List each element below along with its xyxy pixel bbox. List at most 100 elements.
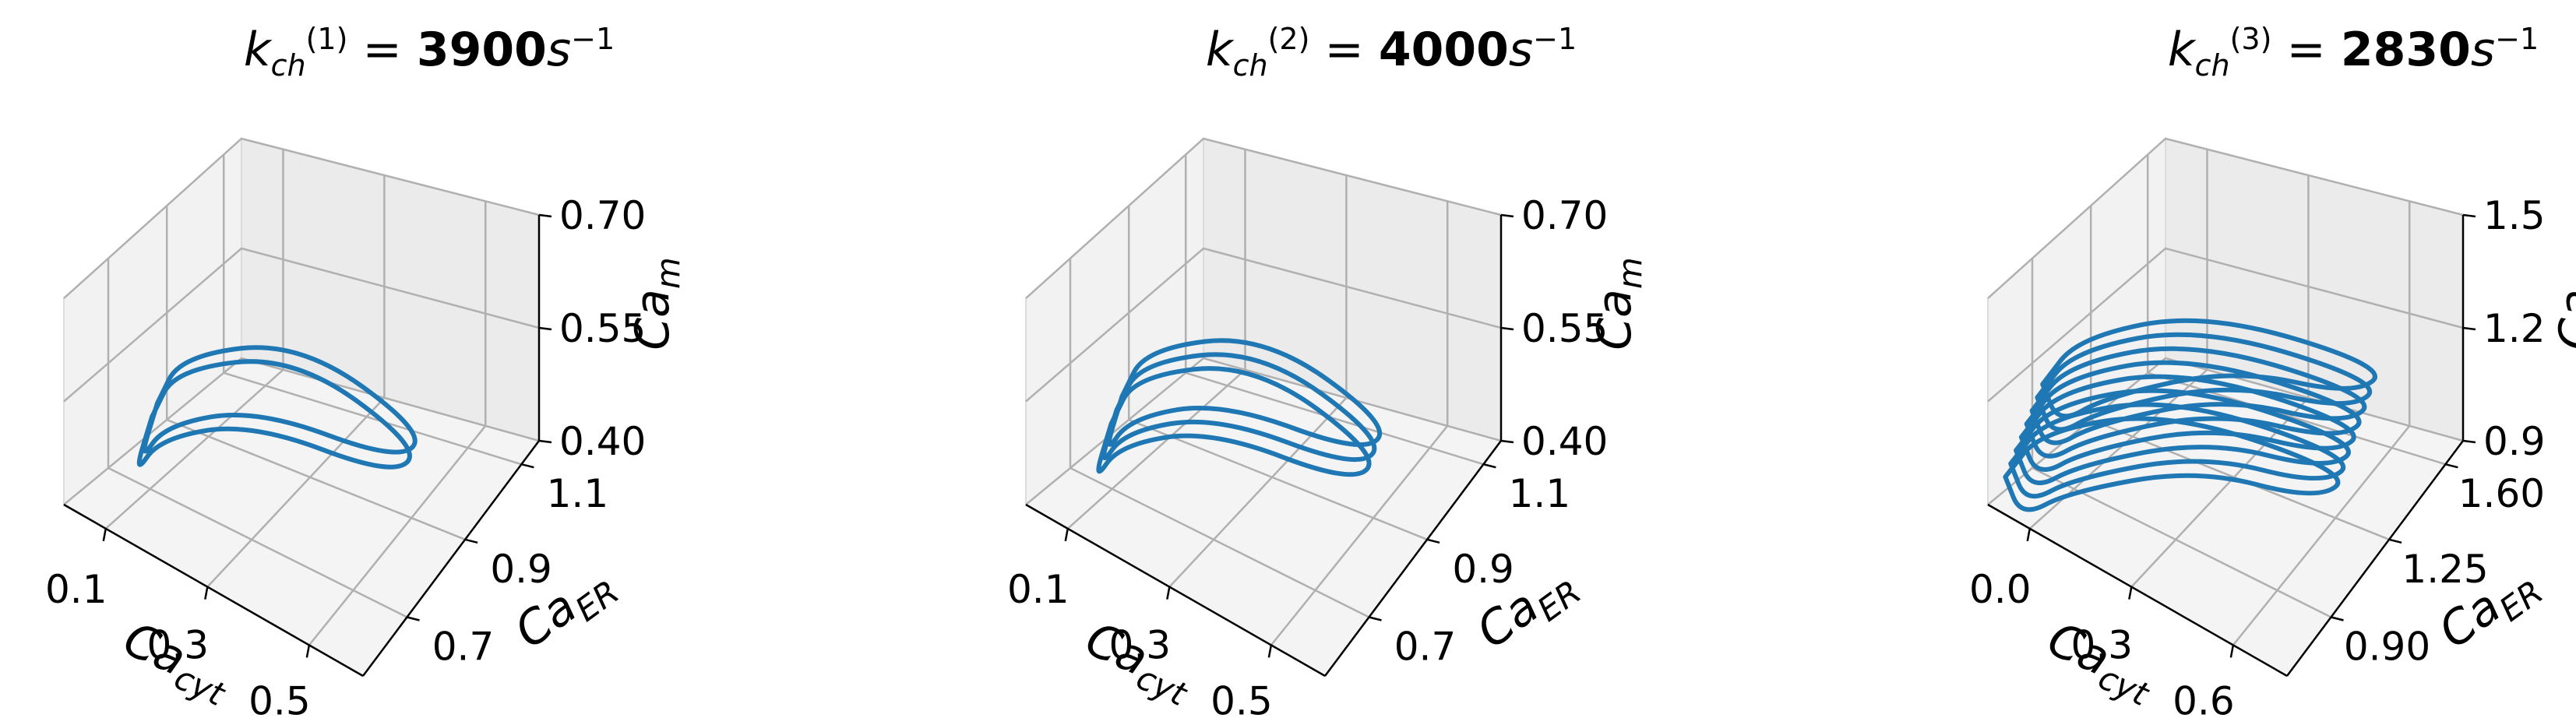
- title-value: 2830: [2340, 23, 2471, 77]
- title-unit-exponent: −1: [571, 22, 615, 56]
- title-symbol: k: [243, 23, 271, 77]
- gridline-z: [63, 357, 540, 505]
- z-tick-label: 1.2: [2483, 306, 2546, 351]
- y-tick-label: 1.60: [2458, 471, 2545, 516]
- x-tick: [102, 528, 107, 542]
- gridline-z: [1025, 357, 1502, 505]
- y-tick-label: 0.90: [2344, 625, 2430, 670]
- y-tick: [2445, 463, 2458, 469]
- z-tick: [2462, 326, 2476, 331]
- x-tick-label: 0.5: [1210, 678, 1273, 723]
- title-unit: s: [546, 23, 572, 77]
- x-axis-line: [1987, 503, 2288, 677]
- trajectory-line: [2035, 332, 2373, 432]
- subplot-title: kch(2) = 4000s−1: [962, 22, 1820, 83]
- axes-3d: 0.00.30.60.901.251.600.91.21.5CacytCaERC…: [1969, 136, 2576, 723]
- title-superscript: (1): [305, 22, 348, 56]
- title-unit: s: [1508, 23, 1534, 77]
- subplot-3: kch(3) = 2830s−1 0.0 0.3 0.6 0.90 1.25 1.60 0.…: [1924, 0, 2576, 725]
- x-tick-label: 0.6: [2173, 678, 2235, 723]
- x-tick-label: 0.3: [1109, 623, 1172, 668]
- title-unit-exponent: −1: [2495, 22, 2539, 56]
- subplot-title: kch(3) = 2830s−1: [1924, 22, 2576, 83]
- y-tick-label: 1.25: [2402, 547, 2488, 592]
- x-tick: [2128, 586, 2133, 600]
- z-tick-label: 0.55: [559, 306, 646, 351]
- y-tick: [407, 616, 420, 621]
- z-tick-label: 1.5: [2483, 193, 2546, 238]
- y-tick: [1483, 463, 1496, 469]
- trajectory-line: [2018, 374, 2356, 472]
- title-subscript: ch: [270, 48, 306, 83]
- subplot-2: kch(2) = 4000s−1 0.1 0.3 0.5 0.7 0.9 1.1 0.40 0…: [962, 0, 1820, 725]
- title-value: 3900: [416, 23, 547, 77]
- x-tick-label: 0.3: [147, 623, 210, 668]
- z-tick-label: 0.40: [1521, 419, 1608, 464]
- title-subscript: ch: [2194, 48, 2230, 83]
- y-axis-line: [361, 440, 541, 677]
- title-unit-exponent: −1: [1533, 22, 1577, 56]
- subplot-1: kch(1) = 3900s−1 0.1 0.3 0.5 0.7 0.9 1.1 0.40 0…: [0, 0, 858, 725]
- trajectory-line: [2040, 318, 2377, 419]
- x-tick-label: 0.3: [2071, 623, 2134, 668]
- axes-3d: 0.10.30.50.70.91.10.400.550.70CacytCaERC…: [1007, 136, 1649, 723]
- y-tick-label: 0.9: [1452, 547, 1514, 592]
- trajectory-line: [2024, 360, 2362, 459]
- z-axis-label: Cam: [2550, 257, 2576, 350]
- title-equals: =: [347, 23, 417, 77]
- trajectory-line: [1096, 366, 1372, 477]
- z-tick: [1500, 213, 1514, 218]
- title-superscript: (2): [1267, 22, 1310, 56]
- trajectory-line: [2029, 346, 2367, 445]
- gridline-z: [1987, 137, 2464, 299]
- y-tick-label: 1.1: [547, 471, 609, 516]
- trajectory-line: [1107, 338, 1383, 447]
- x-tick: [305, 645, 311, 658]
- title-equals: =: [2271, 23, 2341, 77]
- z-tick: [538, 326, 552, 331]
- x-tick-label: 0.1: [45, 567, 107, 612]
- y-tick-label: 0.9: [490, 547, 552, 592]
- title-equals: =: [1309, 23, 1379, 77]
- x-tick: [2026, 528, 2031, 542]
- gridline-z: [63, 137, 540, 299]
- axes-3d: 0.10.30.50.70.91.10.400.550.70CacytCaERC…: [45, 136, 687, 723]
- z-tick: [2462, 439, 2476, 444]
- y-tick: [2331, 616, 2344, 621]
- subplot-title: kch(1) = 3900s−1: [0, 22, 858, 83]
- y-tick-label: 0.7: [432, 625, 495, 670]
- trajectory-line: [2014, 388, 2351, 486]
- y-tick: [1426, 538, 1440, 544]
- x-tick: [1166, 586, 1171, 600]
- title-subscript: ch: [1232, 48, 1268, 83]
- trajectory-line: [136, 359, 412, 470]
- z-axis-label: Cam: [1588, 257, 1649, 350]
- x-tick: [1267, 645, 1273, 658]
- z-tick-label: 0.70: [559, 193, 646, 238]
- gridline-z: [1025, 247, 1502, 403]
- title-superscript: (3): [2229, 22, 2272, 56]
- gridline-z: [1025, 137, 1502, 299]
- gridline-z: [63, 247, 540, 403]
- x-axis-line: [1025, 503, 1326, 677]
- y-tick-label: 0.7: [1394, 625, 1457, 670]
- trajectory-line: [142, 345, 418, 455]
- y-tick-label: 1.1: [1509, 471, 1571, 516]
- y-axis-line: [2285, 440, 2465, 677]
- x-tick-label: 0.0: [1969, 567, 2032, 612]
- z-tick-label: 0.9: [2483, 419, 2546, 464]
- trajectory-line: [1101, 352, 1377, 463]
- gridline-z: [1987, 247, 2464, 403]
- y-tick: [2388, 538, 2402, 544]
- z-tick: [538, 213, 552, 218]
- title-symbol: k: [1205, 23, 1233, 77]
- z-tick: [2462, 213, 2476, 218]
- y-tick: [1369, 616, 1382, 621]
- title-symbol: k: [2167, 23, 2195, 77]
- z-tick-label: 0.55: [1521, 306, 1608, 351]
- z-tick: [1500, 439, 1514, 444]
- title-value: 4000: [1378, 23, 1509, 77]
- x-axis-line: [63, 503, 364, 677]
- z-tick-label: 0.40: [559, 419, 646, 464]
